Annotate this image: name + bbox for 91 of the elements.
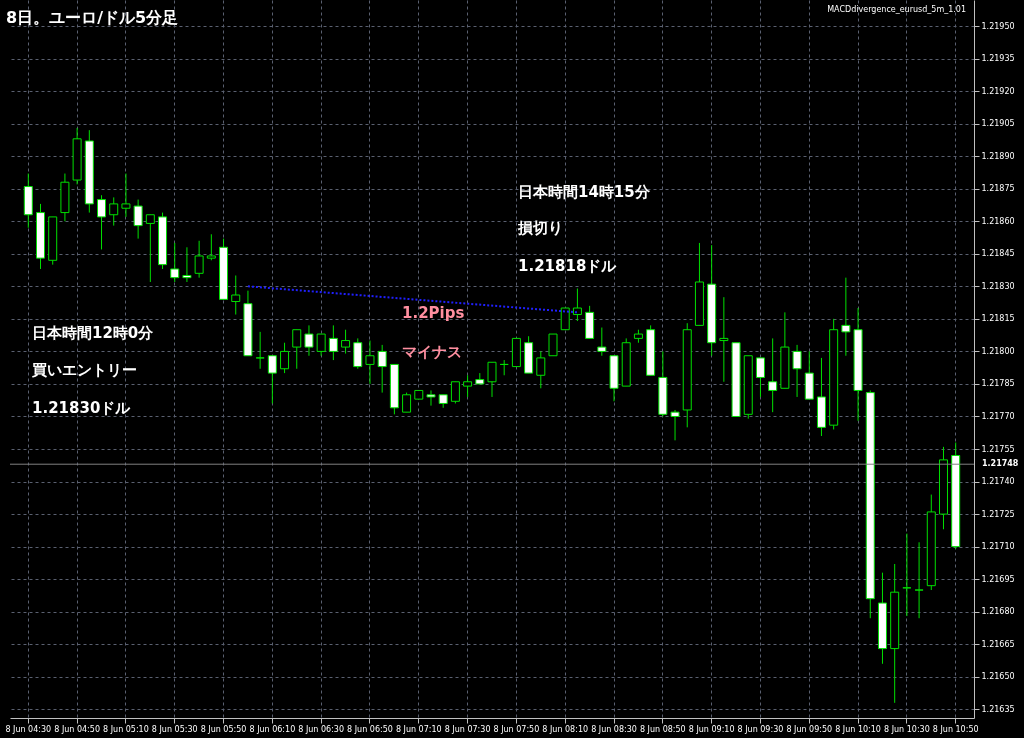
- x-tick-label: 8 Jun 09:10: [688, 724, 735, 734]
- x-tick-label: 8 Jun 06:50: [347, 724, 393, 734]
- candlestick: [365, 340, 375, 385]
- candlestick: [560, 307, 570, 331]
- text: 8日。ユーロ/ドル5分足: [6, 8, 179, 27]
- y-tick-label: 1.21710: [981, 542, 1015, 552]
- y-tick-label: 1.21725: [981, 509, 1015, 519]
- x-tick-label: 8 Jun 08:10: [542, 724, 589, 734]
- candlestick: [341, 329, 351, 355]
- candlestick: [670, 409, 680, 441]
- x-tick-label: 8 Jun 08:30: [591, 724, 637, 734]
- candlestick: [463, 374, 473, 398]
- candlestick: [109, 196, 119, 227]
- candlestick: [280, 342, 290, 374]
- candlestick: [206, 233, 216, 261]
- annotation: マイナス: [402, 343, 462, 361]
- candlestick: [353, 337, 363, 370]
- candlestick: [377, 344, 387, 394]
- y-tick-label: 1.21680: [981, 607, 1015, 617]
- x-tick-label: 8 Jun 07:10: [395, 724, 442, 734]
- candlestick: [182, 246, 192, 283]
- annotation: 1.2Pips: [402, 304, 465, 322]
- candlestick: [450, 381, 460, 404]
- annotation: 日本時間14時15分: [518, 183, 651, 201]
- candlestick: [548, 333, 558, 357]
- candlestick: [426, 389, 436, 407]
- candlestick: [755, 357, 765, 398]
- annotation: 1.21818ドル: [518, 257, 618, 275]
- y-tick-label: 1.21815: [981, 314, 1015, 324]
- y-tick-label: 1.21845: [981, 249, 1015, 259]
- y-tick-label: 1.21920: [981, 86, 1015, 96]
- annotation: 買いエントリー: [31, 361, 137, 379]
- annotation: 1.21830ドル: [32, 399, 132, 417]
- candlestick: [194, 240, 204, 279]
- x-tick-label: 8 Jun 10:50: [932, 724, 979, 734]
- candlestick: [841, 277, 851, 357]
- ref-line-label: 1.21748: [982, 459, 1019, 469]
- y-tick-label: 1.21770: [981, 411, 1015, 421]
- candlestick: [572, 288, 582, 322]
- x-tick-label: 8 Jun 04:50: [54, 724, 100, 734]
- y-tick-label: 1.21860: [981, 216, 1015, 226]
- y-tick-label: 1.21665: [981, 639, 1015, 649]
- y-tick-label: 1.21950: [981, 21, 1015, 31]
- candlestick: [792, 344, 802, 398]
- x-tick-label: 8 Jun 07:30: [444, 724, 491, 734]
- y-tick-label: 1.21890: [981, 151, 1015, 161]
- x-tick-label: 8 Jun 05:10: [103, 724, 149, 734]
- candlestick: [914, 541, 924, 619]
- candlestick: [97, 194, 107, 250]
- x-tick-label: 8 Jun 06:30: [298, 724, 345, 734]
- x-tick-label: 8 Jun 08:50: [639, 724, 686, 734]
- candlestick: [487, 361, 497, 398]
- candlestick: [597, 327, 607, 357]
- candlestick: [170, 242, 180, 283]
- x-tick-label: 8 Jun 10:30: [884, 724, 930, 734]
- candlestick: [133, 199, 143, 240]
- y-tick-label: 1.21740: [981, 477, 1015, 487]
- y-tick-label: 1.21755: [981, 444, 1015, 454]
- y-tick-label: 1.21830: [981, 281, 1015, 291]
- y-tick-label: 1.21935: [981, 54, 1015, 64]
- y-tick-label: 1.21800: [981, 346, 1015, 356]
- candlestick: [304, 324, 314, 357]
- candlestick: [121, 173, 131, 218]
- x-tick-label: 8 Jun 04:30: [5, 724, 52, 734]
- candlestick: [536, 350, 546, 389]
- annotation: MACDdivergence_eurusd_5m_1.01: [827, 5, 966, 14]
- y-tick-label: 1.21695: [981, 574, 1015, 584]
- candlestick: [292, 329, 302, 370]
- x-tick-label: 8 Jun 06:10: [249, 724, 296, 734]
- x-tick-label: 8 Jun 10:10: [835, 724, 881, 734]
- candlestick: [719, 296, 729, 383]
- y-tick-label: 1.21875: [981, 184, 1015, 194]
- x-tick-label: 8 Jun 05:50: [200, 724, 247, 734]
- candlestick: [231, 274, 241, 316]
- candlestick: [267, 355, 277, 404]
- y-tick-label: 1.21905: [981, 119, 1015, 129]
- y-tick-label: 1.21785: [981, 379, 1015, 389]
- x-tick-label: 8 Jun 05:30: [151, 724, 198, 734]
- candlestick: [316, 333, 326, 357]
- x-tick-label: 8 Jun 07:50: [493, 724, 540, 734]
- candlestick: [402, 392, 412, 413]
- candlestick: [255, 331, 265, 370]
- candlestick: [328, 324, 338, 361]
- annotation: 日本時間12時0分: [32, 324, 155, 342]
- candlestick: [768, 337, 778, 413]
- x-tick-label: 8 Jun 09:30: [737, 724, 784, 734]
- candlestick: [145, 214, 155, 283]
- x-tick-label: 8 Jun 09:50: [786, 724, 833, 734]
- y-tick-label: 1.21635: [981, 704, 1015, 714]
- annotation: 損切り: [517, 219, 563, 237]
- y-tick-label: 1.21650: [981, 672, 1015, 682]
